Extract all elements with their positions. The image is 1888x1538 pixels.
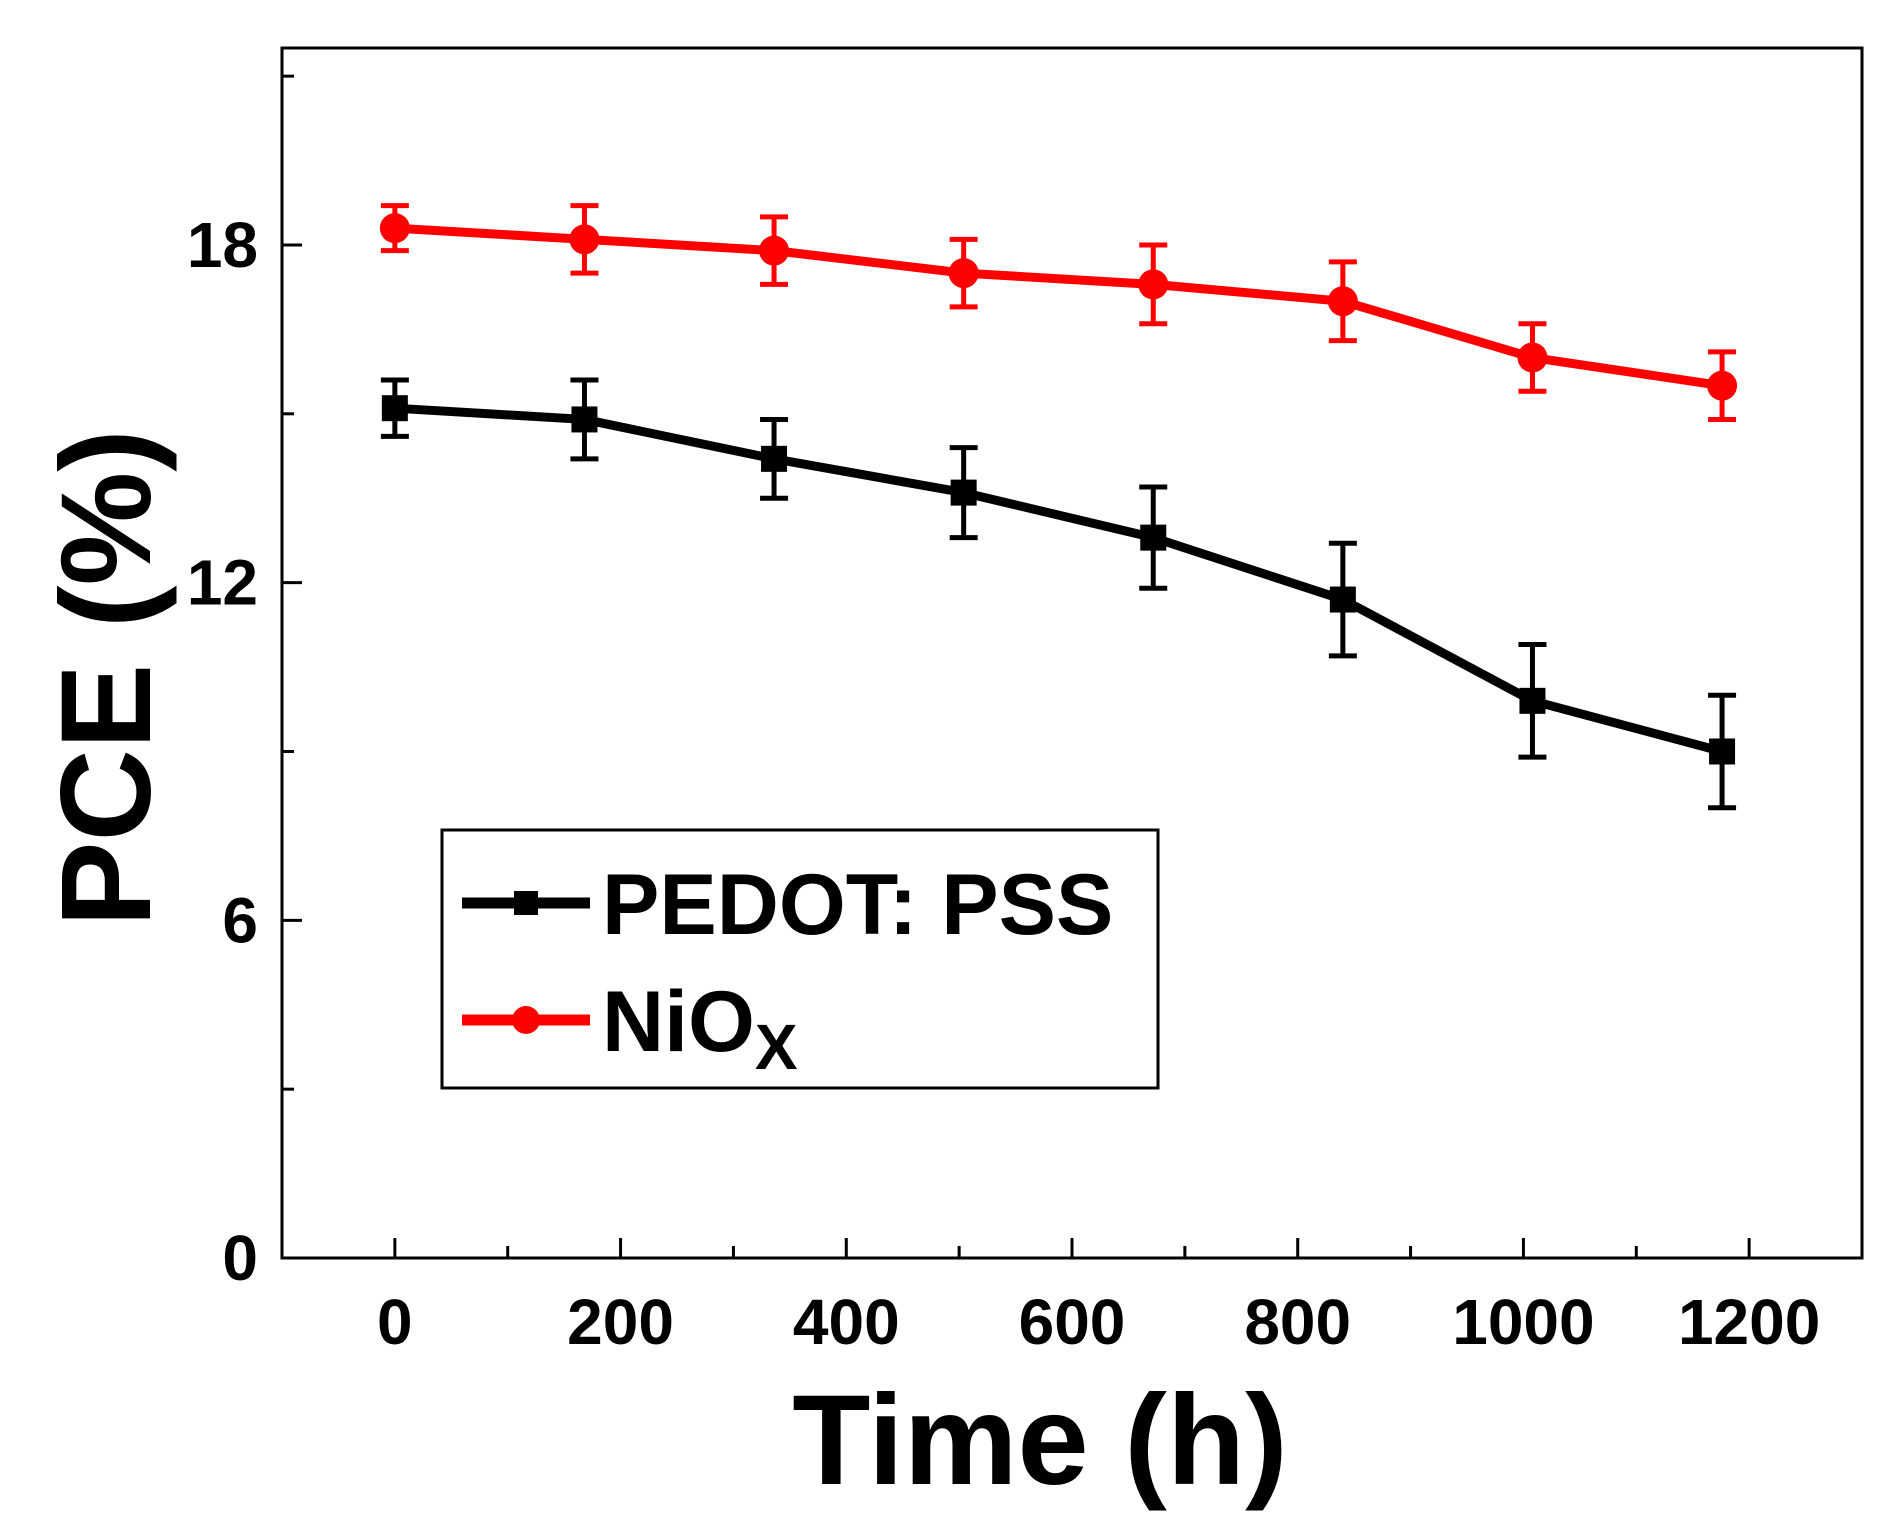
- data-point: [759, 235, 790, 266]
- x-axis-title: Time (h): [792, 1369, 1287, 1512]
- ticks-layer: 0 200 400 600 800 1000 1200 0 6 12 18: [187, 74, 1820, 1358]
- y-tick-label: 0: [222, 1222, 258, 1294]
- data-point: [761, 445, 788, 472]
- legend-box: [440, 828, 1160, 1090]
- legend-marker-circle: [512, 1006, 540, 1034]
- series-line-pedot: [390, 403, 1727, 756]
- series-pedot: [380, 377, 1737, 811]
- data-point: [948, 258, 979, 289]
- data-point: [569, 224, 600, 255]
- x-tick-label: 0: [377, 1286, 413, 1358]
- legend-label-niox-main: NiO: [602, 974, 755, 1070]
- data-point: [1327, 286, 1358, 317]
- x-tick-label: 1000: [1452, 1286, 1594, 1358]
- data-point: [571, 406, 598, 433]
- data-point: [1138, 269, 1169, 300]
- series-layer: [379, 203, 1738, 811]
- y-tick-label: 12: [187, 547, 258, 619]
- x-tick-label: 400: [793, 1286, 900, 1358]
- series-line-niox: [390, 223, 1727, 391]
- legend: PEDOT: PSS NiOX: [440, 828, 1160, 1090]
- data-point: [1709, 738, 1736, 765]
- data-point: [379, 213, 410, 244]
- x-tick-label: 600: [1019, 1286, 1126, 1358]
- y-axis-title: PCE (%): [35, 429, 178, 927]
- series-niox: [379, 203, 1738, 422]
- legend-label-pedot: PEDOT: PSS: [602, 857, 1113, 953]
- data-point: [950, 479, 977, 506]
- data-point: [1519, 687, 1546, 714]
- data-point: [1707, 370, 1738, 401]
- x-tick-label: 800: [1244, 1286, 1351, 1358]
- legend-label-niox: NiOX: [602, 974, 798, 1083]
- x-tick-label: 200: [567, 1286, 674, 1358]
- data-point: [381, 395, 408, 422]
- legend-marker-square: [514, 891, 538, 915]
- y-tick-label: 6: [222, 884, 258, 956]
- data-point: [1140, 524, 1167, 551]
- legend-label-niox-subscript: X: [755, 1011, 798, 1083]
- x-tick-label: 1200: [1678, 1286, 1820, 1358]
- y-tick-label: 18: [187, 209, 258, 281]
- data-point: [1517, 342, 1548, 373]
- data-point: [1329, 586, 1356, 613]
